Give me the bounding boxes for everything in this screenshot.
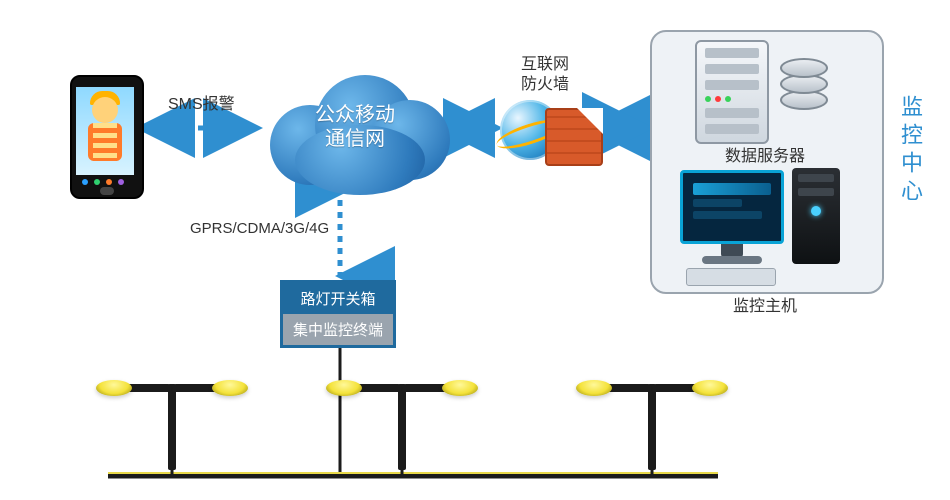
street-lamp [648,384,656,470]
sms-label: SMS报警 [168,90,235,114]
worker-head-icon [92,97,118,123]
monitor-host-label: 监控主机 [700,292,830,316]
cloud-network: 公众移动通信网 [260,65,450,185]
street-lamp [398,384,406,470]
gprs-label: GPRS/CDMA/3G/4G [190,220,329,237]
phone-device [70,75,144,199]
firewall-icon [545,108,603,166]
phone-home-icon [100,187,114,195]
workstation-icon [680,168,840,286]
data-server-label: 数据服务器 [690,142,840,166]
tower-icon [792,168,840,264]
street-lamp [168,384,176,470]
keyboard-icon [686,268,776,286]
worker-vest-icon [93,123,117,161]
center-vertical-label: 监控中心 [894,95,926,207]
lamp-head-icon [576,380,612,396]
monitor-icon [680,170,784,244]
terminal-bot-label: 集中监控终端 [283,314,393,345]
lamp-head-icon [442,380,478,396]
terminal-box: 路灯开关箱 集中监控终端 [280,280,396,348]
terminal-top-label: 路灯开关箱 [283,283,393,314]
cloud-label: 公众移动通信网 [260,103,450,151]
disk-stack-icon [780,58,824,114]
internet-fw-label: 互联网防火墙 [500,55,590,95]
lamp-head-icon [96,380,132,396]
server-icon [695,40,769,144]
lamp-head-icon [692,380,728,396]
lamp-head-icon [212,380,248,396]
lamp-head-icon [326,380,362,396]
